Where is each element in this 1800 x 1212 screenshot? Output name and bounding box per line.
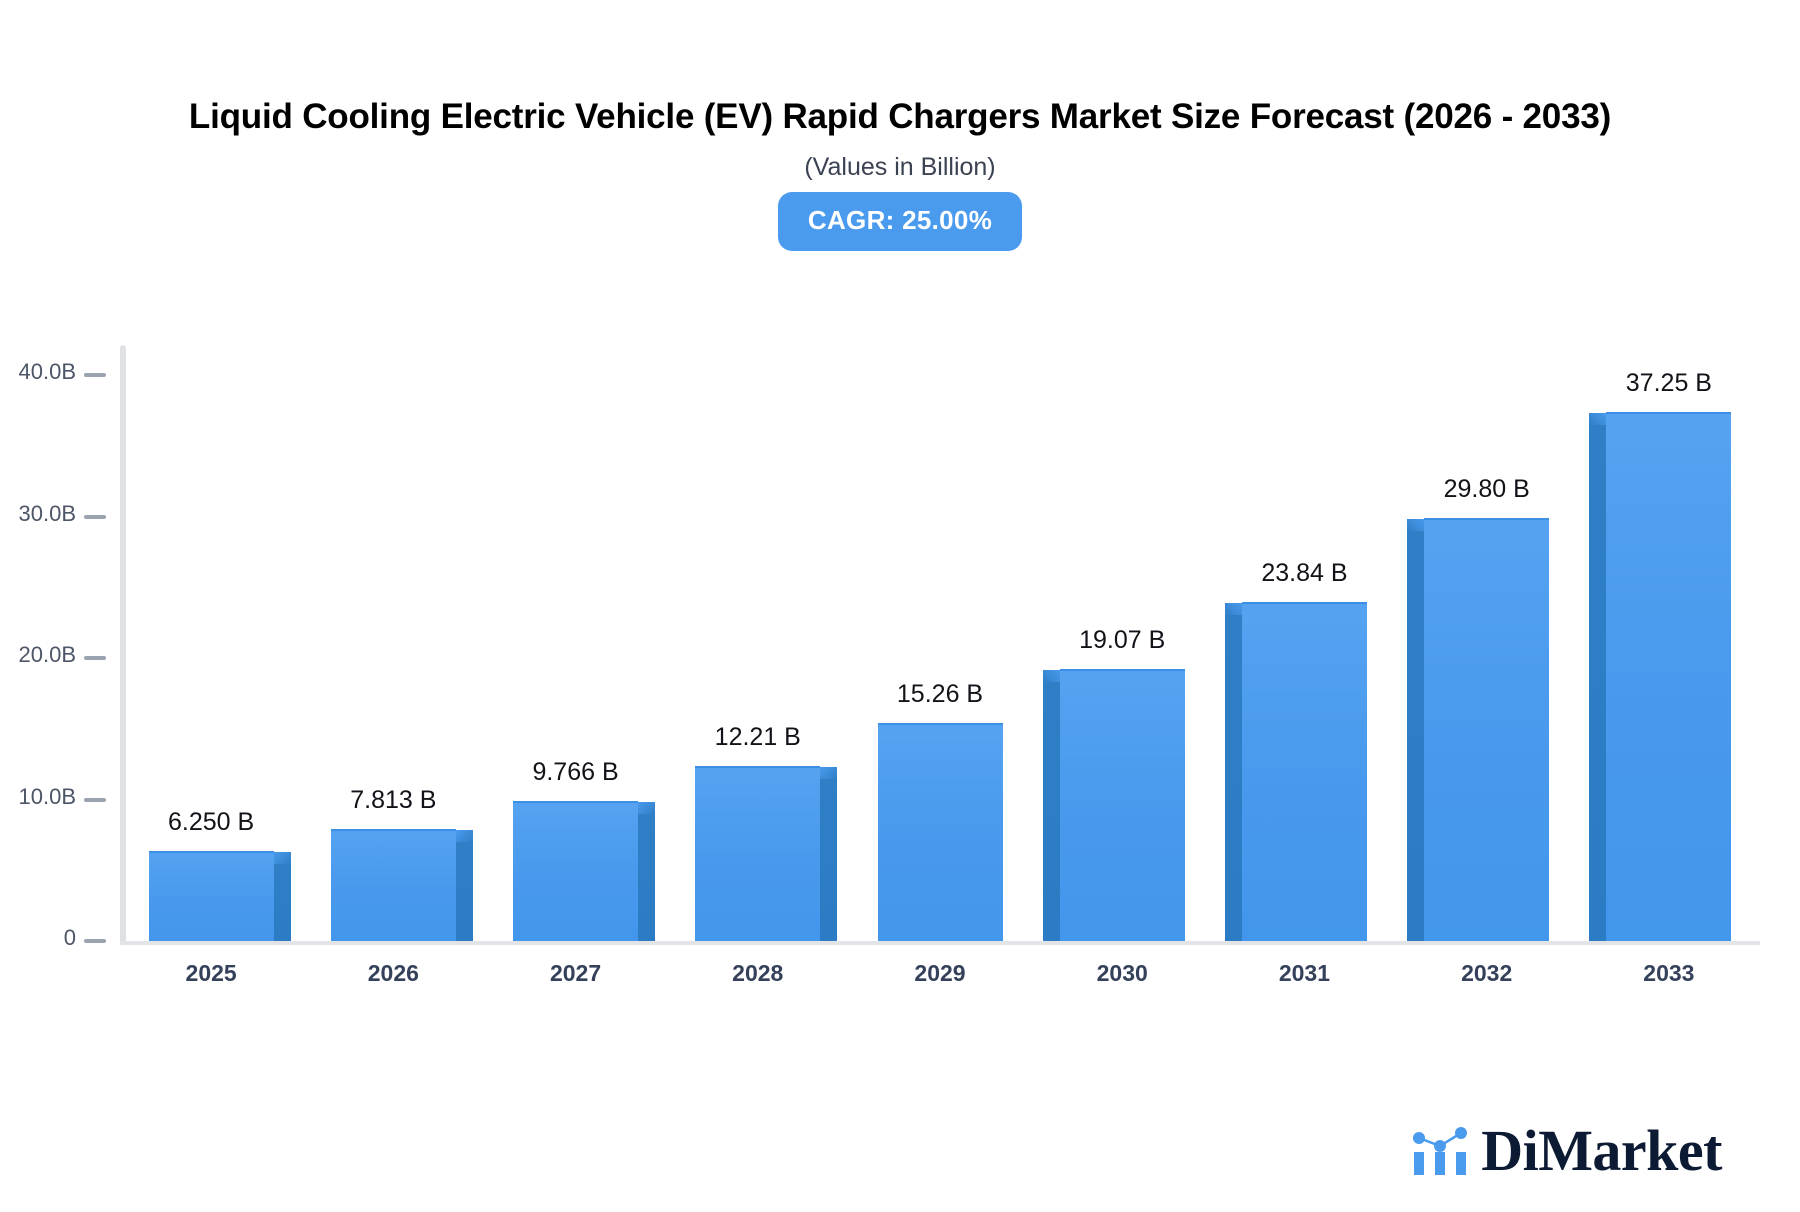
cagr-status-badge: CAGR: 25.00% (777, 192, 1023, 252)
x-axis-label: 2029 (914, 960, 966, 986)
bar-top-bevel (455, 829, 473, 842)
bar-group[interactable]: 37.25 B 2033 (1589, 340, 1732, 986)
bar-side-face (273, 863, 291, 941)
bar-front-face (1424, 517, 1550, 941)
bar-side-face (638, 813, 656, 941)
bar-side-face (1042, 682, 1060, 941)
y-axis-tick-label: 40.0B (18, 359, 77, 385)
bar-top-bevel (1042, 670, 1060, 683)
y-axis-tick-label: 30.0B (18, 500, 77, 526)
bar-side-face (455, 841, 473, 941)
bar-front-face (148, 850, 274, 941)
y-axis-line (120, 345, 126, 945)
y-axis-tick-mark (84, 939, 106, 943)
bar-group[interactable]: 12.21 B 2028 (695, 340, 838, 986)
bar-2033[interactable] (1589, 412, 1732, 941)
y-axis-tick-label: 20.0B (18, 642, 77, 668)
y-axis-tick-label: 0 (63, 925, 76, 950)
bar-2026[interactable] (330, 828, 473, 941)
bar-group[interactable]: 15.26 B 2029 (877, 340, 1003, 986)
y-axis-tick-mark (84, 656, 106, 661)
bar-group[interactable]: 7.813 B 2026 (330, 340, 473, 986)
x-axis-label: 2026 (367, 960, 419, 986)
bar-2027[interactable] (513, 800, 656, 941)
bar-front-face (1059, 669, 1185, 941)
bar-top-bevel (1224, 602, 1242, 615)
bar-top-bevel (820, 767, 838, 780)
bar-front-face (877, 723, 1003, 941)
bar-2030[interactable] (1042, 669, 1185, 941)
bar-2025[interactable] (148, 850, 291, 941)
y-axis-tick-label: 10.0B (18, 783, 77, 809)
bar-value-label: 6.250 B (168, 807, 255, 836)
x-axis-label: 2025 (185, 960, 237, 986)
bar-chart-logo-icon (1413, 1127, 1468, 1175)
x-axis-label: 2032 (1461, 960, 1513, 986)
bar-2029[interactable] (877, 723, 1003, 941)
bar-side-face (820, 779, 838, 941)
cagr-badge-container: CAGR: 25.00% (0, 192, 1800, 252)
bar-value-label: 12.21 B (714, 723, 801, 752)
x-axis-label: 2030 (1096, 960, 1148, 986)
bar-front-face (330, 828, 456, 941)
brand-logo: DiMarket (1412, 1122, 1722, 1180)
bar-value-label: 37.25 B (1625, 369, 1712, 398)
bar-front-face (1606, 412, 1732, 941)
bar-group[interactable]: 19.07 B 2030 (1042, 340, 1185, 986)
bar-2032[interactable] (1407, 517, 1550, 941)
page-title: Liquid Cooling Electric Vehicle (EV) Rap… (188, 97, 1612, 136)
brand-name: DiMarket (1481, 1118, 1722, 1183)
bar-value-label: 15.26 B (896, 680, 984, 709)
bar-value-label: 9.766 B (532, 757, 619, 786)
bar-value-label: 19.07 B (1079, 626, 1166, 655)
bar-top-bevel (273, 851, 291, 864)
y-axis-tick-mark (84, 514, 106, 519)
bar-group[interactable]: 29.80 B 2032 (1407, 340, 1550, 986)
chart-header: Liquid Cooling Electric Vehicle (EV) Rap… (0, 0, 1800, 252)
bar-side-face (1407, 530, 1425, 941)
bar-value-label: 29.80 B (1443, 474, 1530, 503)
bar-top-bevel (1407, 518, 1425, 531)
bar-top-bevel (1589, 413, 1607, 426)
bar-group[interactable]: 6.250 B 2025 (148, 340, 291, 986)
bar-series: 6.250 B 2025 7.813 B 2026 9.766 B 2027 12.21 B… (120, 340, 1760, 986)
chart-subtitle: (Values in Billion) (804, 153, 996, 182)
bar-top-bevel (638, 801, 656, 814)
y-axis-tick-mark (84, 797, 106, 802)
bar-2028[interactable] (695, 766, 838, 941)
x-axis-label: 2027 (549, 960, 602, 986)
bar-side-face (1589, 425, 1607, 941)
bar-front-face (513, 800, 639, 941)
bar-2031[interactable] (1224, 601, 1367, 941)
x-axis-line (120, 941, 1760, 945)
x-axis-label: 2033 (1643, 960, 1695, 986)
bar-side-face (1224, 614, 1242, 941)
y-axis-tick-mark (84, 373, 106, 378)
chart-plot-area: 0 10.0B 20.0B 30.0B 40.0B 6.250 B 2025 7.813 B… (0, 340, 1800, 986)
bar-value-label: 23.84 B (1261, 558, 1348, 587)
bar-group[interactable]: 23.84 B 2031 (1224, 340, 1367, 986)
x-axis-label: 2031 (1278, 960, 1331, 986)
bar-value-label: 7.813 B (350, 785, 437, 814)
bar-front-face (1241, 601, 1367, 941)
bar-front-face (695, 766, 821, 941)
bar-group[interactable]: 9.766 B 2027 (513, 340, 656, 986)
x-axis-label: 2028 (732, 960, 784, 986)
